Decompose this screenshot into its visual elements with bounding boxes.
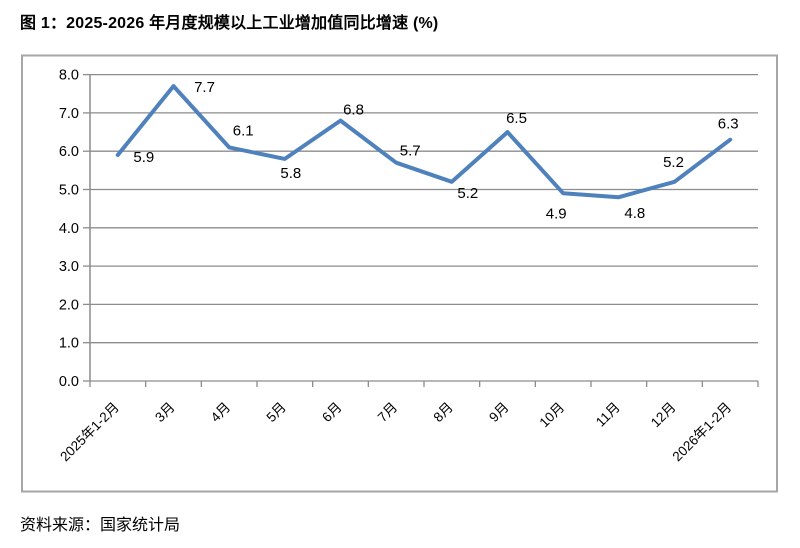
data-point-label: 5.2 (457, 185, 478, 202)
y-tick-label: 7.0 (59, 106, 79, 122)
data-labels: 5.9 7.7 6.1 5.8 6.8 5.7 5.2 6.5 4.9 4.8 5.2 6.3 (133, 79, 738, 222)
data-point-label: 6.3 (718, 116, 739, 133)
y-tick-label: 4.0 (59, 221, 79, 237)
data-point-label: 4.8 (624, 205, 645, 222)
source-note: 资料来源：国家统计局 (20, 517, 181, 534)
data-point-label: 6.5 (506, 110, 527, 127)
data-point-label: 5.9 (133, 149, 154, 166)
y-axis-labels: 0.0 1.0 2.0 3.0 4.0 5.0 6.0 7.0 8.0 (59, 68, 79, 390)
x-axis-ticks (89, 381, 759, 387)
figure-title: 图 1：2025-2026 年月度规模以上工业增加值同比增速 (%) (20, 15, 439, 32)
y-tick-label: 3.0 (59, 259, 79, 275)
data-point-label: 5.7 (400, 143, 421, 160)
series-line (115, 84, 733, 200)
chart-border (21, 54, 778, 493)
data-point-label: 7.7 (194, 79, 215, 96)
y-tick-label: 8.0 (59, 68, 79, 84)
y-tick-label: 6.0 (59, 144, 79, 160)
data-point-label: 6.8 (343, 102, 364, 119)
y-tick-label: 5.0 (59, 183, 79, 199)
y-tick-label: 1.0 (59, 336, 79, 352)
y-tick-label: 2.0 (59, 297, 79, 313)
data-point-label: 5.8 (280, 165, 301, 182)
y-tick-label: 0.0 (59, 374, 79, 390)
data-point-label: 6.1 (233, 122, 254, 139)
data-point-label: 5.2 (663, 154, 684, 171)
y-axis-ticks (83, 73, 90, 382)
data-point-label: 4.9 (546, 205, 567, 222)
